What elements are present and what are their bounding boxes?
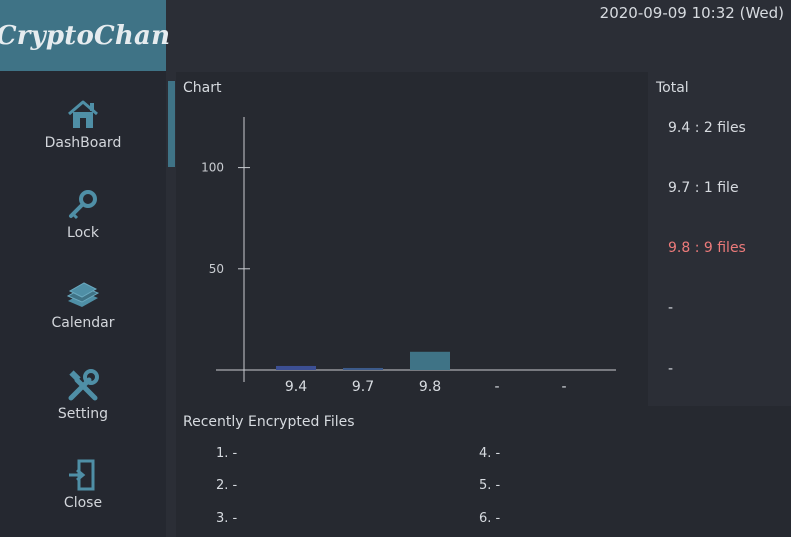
x-tick-label: - <box>494 379 499 395</box>
sidebar-item-label: DashBoard <box>44 135 122 151</box>
sidebar-item-label: Lock <box>67 225 99 241</box>
total-item: - <box>668 300 674 316</box>
total-item: - <box>668 361 674 377</box>
recent-files-title: Recently Encrypted Files <box>183 414 355 430</box>
y-tick-label: 50 <box>209 262 224 276</box>
sidebar-item-calendar[interactable]: Calendar <box>0 277 166 357</box>
x-tick-label: 9.8 <box>419 379 441 395</box>
sidebar-item-close[interactable]: Close <box>0 457 166 537</box>
chart-bar <box>276 365 316 370</box>
recent-file-item[interactable]: 3. - <box>216 511 238 526</box>
sidebar-item-label: Setting <box>57 406 109 422</box>
recent-file-item[interactable]: 1. - <box>216 446 238 461</box>
app-logo: CryptoChan <box>0 0 170 71</box>
exit-door-icon <box>69 459 95 491</box>
sidebar-item-label: Calendar <box>51 315 115 331</box>
chart-scroll-indicator[interactable] <box>168 81 175 167</box>
chart-bar <box>343 367 383 370</box>
book-stack-icon <box>66 282 100 307</box>
recent-file-item[interactable]: 2. - <box>216 478 238 493</box>
x-tick-label: 9.7 <box>352 379 374 395</box>
chart-panel: Chart 50 100 9.4 9.7 9.8 - - <box>176 72 648 406</box>
bar-chart: 50 100 9.4 9.7 9.8 - - <box>201 117 616 395</box>
y-tick-label: 100 <box>201 161 224 175</box>
datetime-display: 2020-09-09 10:32 (Wed) <box>599 4 784 22</box>
chart-bar <box>410 351 450 370</box>
key-icon <box>69 190 97 220</box>
sidebar-item-setting[interactable]: Setting <box>0 368 166 448</box>
recent-files-panel: Recently Encrypted Files <box>176 406 791 537</box>
house-icon <box>68 100 98 128</box>
total-item: 9.8 : 9 files <box>668 240 746 256</box>
recent-file-item[interactable]: 4. - <box>479 446 501 461</box>
total-item: 9.7 : 1 file <box>668 180 739 196</box>
total-item: 9.4 : 2 files <box>668 120 746 136</box>
recent-file-item[interactable]: 6. - <box>479 511 501 526</box>
recent-file-item[interactable]: 5. - <box>479 478 501 493</box>
total-title: Total <box>656 80 689 96</box>
sidebar-item-dashboard[interactable]: DashBoard <box>0 97 166 177</box>
x-tick-label: - <box>561 379 566 395</box>
sidebar-item-label: Close <box>63 495 103 511</box>
total-panel: Total <box>648 72 791 406</box>
tools-icon <box>68 369 99 401</box>
x-tick-label: 9.4 <box>285 379 307 395</box>
sidebar: DashBoard Lock Calendar Setting <box>0 71 166 537</box>
chart-title: Chart <box>183 80 222 96</box>
sidebar-item-lock[interactable]: Lock <box>0 187 166 267</box>
app-title: CryptoChan <box>0 20 171 51</box>
